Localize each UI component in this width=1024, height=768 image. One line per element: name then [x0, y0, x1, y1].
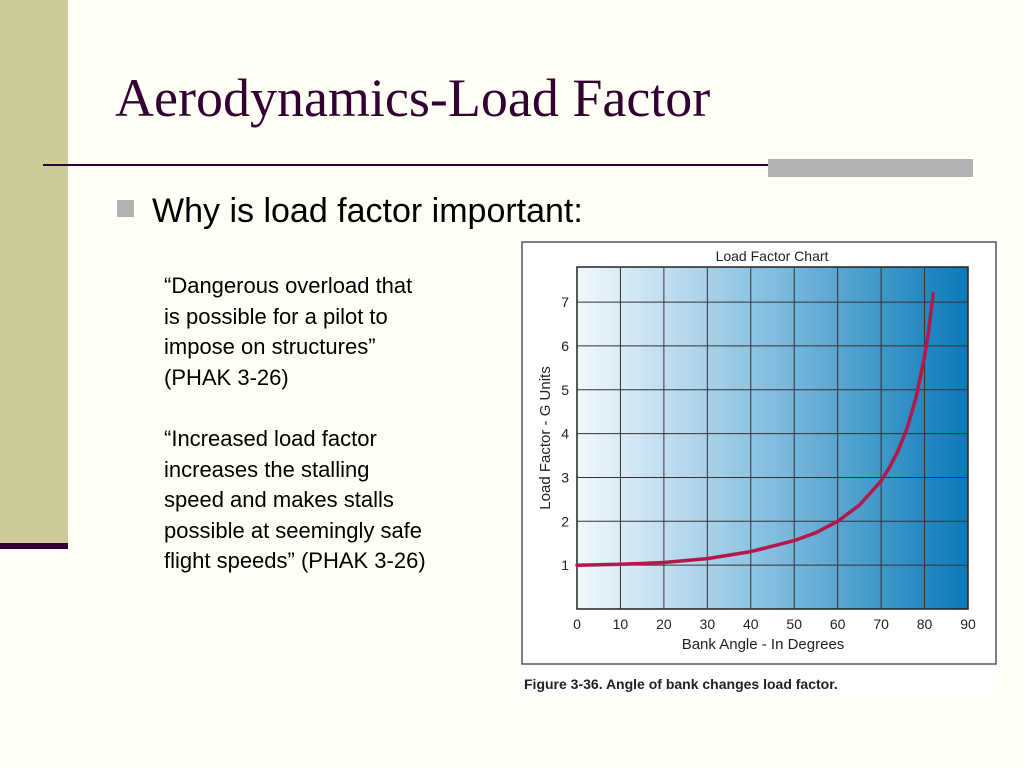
load-factor-figure: 0 10 20 30 40 50 60 70 80 90 1 2 3 4 5 6 7 Load Factor C… — [520, 240, 998, 698]
tick-labels: 0 10 20 30 40 50 60 70 80 90 1 2 3 4 5 6 7 — [561, 294, 976, 632]
y-tick-label: 2 — [561, 513, 569, 529]
y-axis-label: Load Factor - G Units — [537, 366, 554, 509]
y-tick-label: 5 — [561, 382, 569, 398]
quote-block-2: “Increased load factor increases the sta… — [164, 424, 426, 577]
load-factor-curve — [575, 291, 935, 567]
x-tick-label: 40 — [743, 616, 759, 632]
quote-2-line: “Increased load factor — [164, 426, 377, 451]
chart-title: Load Factor Chart — [716, 248, 829, 264]
x-axis-label: Bank Angle - In Degrees — [682, 636, 845, 653]
x-tick-label: 30 — [700, 616, 716, 632]
figure-caption: Figure 3-36. Angle of bank changes load … — [524, 676, 838, 692]
quote-1-line: impose on structures” — [164, 334, 376, 359]
x-tick-label: 20 — [656, 616, 672, 632]
x-tick-label: 70 — [873, 616, 889, 632]
bullet-square-icon — [117, 200, 134, 217]
y-tick-label: 1 — [561, 557, 569, 573]
quote-2-line: speed and makes stalls — [164, 487, 394, 512]
x-tick-label: 80 — [917, 616, 933, 632]
y-tick-label: 3 — [561, 469, 569, 485]
quote-1-line: is possible for a pilot to — [164, 303, 388, 329]
load-factor-chart: 0 10 20 30 40 50 60 70 80 90 1 2 3 4 5 6 7 Load Factor C… — [521, 241, 997, 665]
quote-1-line: “Dangerous overload that — [164, 273, 413, 298]
left-accent-bar — [0, 543, 68, 549]
y-tick-label: 4 — [561, 426, 569, 442]
quote-block-1: “Dangerous overload that is possible for… — [164, 271, 412, 393]
x-tick-label: 50 — [786, 616, 802, 632]
x-tick-label: 90 — [960, 616, 976, 632]
y-tick-label: 7 — [561, 294, 569, 310]
curve-layer — [575, 291, 935, 567]
quote-2-line: flight speeds” (PHAK 3-26) — [164, 548, 426, 573]
y-tick-label: 6 — [561, 338, 569, 354]
plot-area — [576, 266, 969, 610]
x-tick-label: 10 — [613, 616, 629, 632]
quote-2-line: possible at seemingly safe — [164, 517, 423, 543]
left-accent-band — [0, 0, 68, 545]
quote-2-line: increases the stalling — [164, 456, 370, 482]
title-rule — [43, 164, 973, 166]
grid-lines — [577, 267, 968, 609]
slide-title: Aerodynamics-Load Factor — [115, 68, 711, 128]
bullet-text: Why is load factor important: — [152, 192, 583, 230]
x-tick-label: 60 — [830, 616, 846, 632]
quote-1-line: (PHAK 3-26) — [164, 364, 289, 390]
x-tick-label: 0 — [573, 616, 581, 632]
title-rule-accent — [768, 159, 973, 177]
